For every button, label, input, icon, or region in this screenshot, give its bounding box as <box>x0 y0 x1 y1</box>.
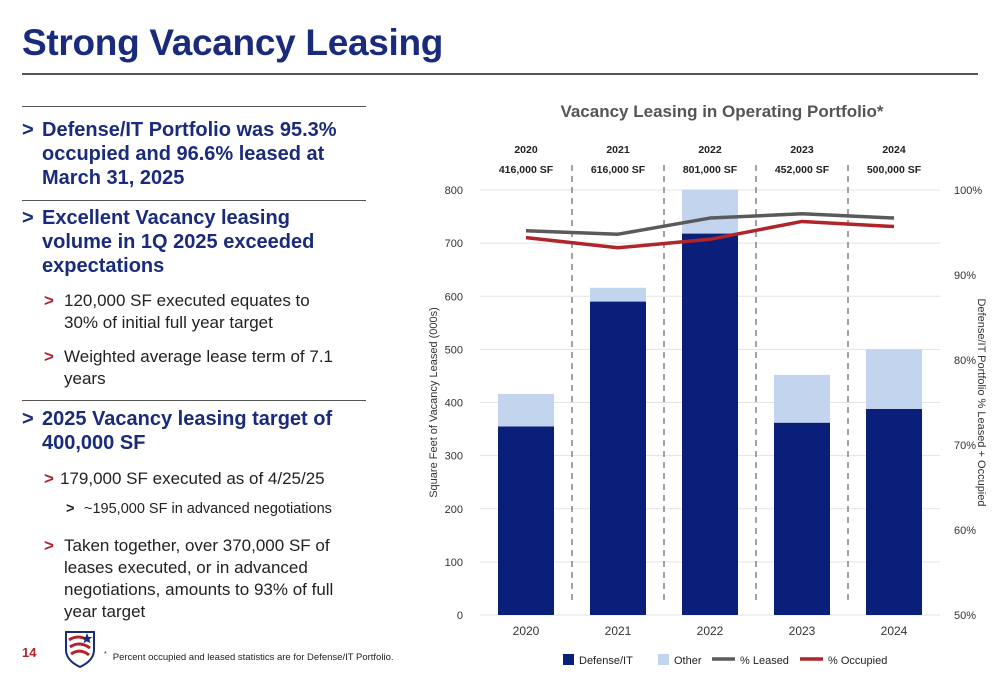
legend-label-defense-it: Defense/IT <box>579 655 633 667</box>
sub-sub-bullet-text: ~195,000 SF in advanced negotiations <box>84 501 332 517</box>
bar-defense-it <box>682 233 738 615</box>
sub-bullet-total: > Taken together, over 370,000 SF of lea… <box>44 535 344 623</box>
sub-bullet-executed-to-date: > 179,000 SF executed as of 4/25/25 <box>44 468 344 490</box>
bar-other <box>774 374 830 423</box>
y2-axis-title: Defense/IT Portfolio % Leased + Occupied <box>975 298 987 506</box>
bullet-arrow-icon: > <box>22 119 34 141</box>
header-year-label: 2022 <box>698 144 722 156</box>
sub-bullet-arrow-icon: > <box>44 291 54 310</box>
bullet-occupancy: > Defense/IT Portfolio was 95.3% occupie… <box>22 118 362 190</box>
y-tick-label: 300 <box>445 451 463 463</box>
sub-bullet-lease-term: > Weighted average lease term of 7.1 yea… <box>44 346 344 390</box>
y2-tick-label: 70% <box>954 440 976 452</box>
header-total-label: 452,000 SF <box>775 164 830 176</box>
y-tick-label: 400 <box>445 398 463 410</box>
sub-bullet-text: 179,000 SF executed as of 4/25/25 <box>60 469 325 488</box>
y-tick-label: 100 <box>445 557 463 569</box>
bullet-text: Excellent Vacancy leasing volume in 1Q 2… <box>42 207 315 277</box>
x-tick-label: 2021 <box>605 624 632 638</box>
bar-other <box>682 189 738 234</box>
vacancy-leasing-chart: Vacancy Leasing in Operating Portfolio* 0… <box>428 102 987 667</box>
header-year-label: 2023 <box>790 144 814 156</box>
x-tick-label: 2023 <box>789 624 816 638</box>
bar-other <box>866 349 922 409</box>
bullet-arrow-icon: > <box>22 207 34 229</box>
bullet-leasing-volume: > Excellent Vacancy leasing volume in 1Q… <box>22 206 362 278</box>
bullet-target: > 2025 Vacancy leasing target of 400,000… <box>22 407 362 455</box>
y-tick-label: 600 <box>445 291 463 303</box>
sub-bullet-executed: > 120,000 SF executed equates to 30% of … <box>44 290 344 334</box>
y2-tick-label: 90% <box>954 270 976 282</box>
bullet-divider <box>22 106 366 107</box>
footnote-marker: * <box>104 651 107 658</box>
chart-title: Vacancy Leasing in Operating Portfolio* <box>560 102 883 121</box>
legend-swatch-other <box>658 654 669 665</box>
legend-swatch-defense-it <box>563 654 574 665</box>
header-year-label: 2020 <box>514 144 538 156</box>
legend-label--leased: % Leased <box>740 655 789 667</box>
header-total-label: 500,000 SF <box>867 164 922 176</box>
bar-other <box>590 287 646 302</box>
title-divider <box>22 73 978 75</box>
sub-bullet-arrow-icon: > <box>44 536 54 555</box>
sub-bullet-text: Weighted average lease term of 7.1 years <box>64 347 334 388</box>
x-tick-label: 2020 <box>513 624 540 638</box>
bar-defense-it <box>866 408 922 615</box>
line--leased <box>525 212 895 236</box>
footnote: * Percent occupied and leased statistics … <box>104 651 394 663</box>
y-tick-label: 200 <box>445 504 463 516</box>
sub-bullet-text: 120,000 SF executed equates to 30% of in… <box>64 291 310 332</box>
sub-bullet-text: Taken together, over 370,000 SF of lease… <box>64 536 334 621</box>
sub-sub-bullet-negotiations: > ~195,000 SF in advanced negotiations <box>66 499 366 519</box>
company-logo-icon <box>65 631 95 668</box>
sub-sub-bullet-arrow-icon: > <box>66 501 75 517</box>
legend-label-other: Other <box>674 655 702 667</box>
sub-bullet-arrow-icon: > <box>44 469 54 488</box>
y2-tick-label: 80% <box>954 355 976 367</box>
y2-tick-label: 100% <box>954 185 982 197</box>
y2-tick-label: 50% <box>954 610 976 622</box>
bullet-text: Defense/IT Portfolio was 95.3% occupied … <box>42 119 337 189</box>
x-tick-label: 2022 <box>697 624 724 638</box>
bullet-text: 2025 Vacancy leasing target of 400,000 S… <box>42 408 333 454</box>
y-tick-label: 500 <box>445 344 463 356</box>
header-total-label: 616,000 SF <box>591 164 646 176</box>
y-axis-title: Square Feet of Vacancy Leased (000s) <box>428 307 440 498</box>
y-tick-label: 800 <box>445 185 463 197</box>
bullet-divider <box>22 200 366 201</box>
x-tick-label: 2024 <box>881 624 908 638</box>
y-tick-label: 700 <box>445 238 463 250</box>
header-total-label: 801,000 SF <box>683 164 738 176</box>
bullet-panel: > Defense/IT Portfolio was 95.3% occupie… <box>0 0 380 685</box>
y-tick-label: 0 <box>457 610 463 622</box>
footnote-text: Percent occupied and leased statistics a… <box>112 652 394 664</box>
bullet-arrow-icon: > <box>22 408 34 430</box>
sub-bullet-arrow-icon: > <box>44 347 54 366</box>
header-year-label: 2021 <box>606 144 630 156</box>
bar-defense-it <box>774 422 830 615</box>
bar-defense-it <box>590 301 646 615</box>
bar-other <box>498 394 554 427</box>
header-year-label: 2024 <box>882 144 906 156</box>
bullet-divider <box>22 400 366 401</box>
bar-defense-it <box>498 426 554 615</box>
page-title: Strong Vacancy Leasing <box>22 22 444 63</box>
page-number: 14 <box>22 645 37 660</box>
y2-tick-label: 60% <box>954 525 976 537</box>
line--occupied <box>525 219 895 250</box>
legend-label--occupied: % Occupied <box>828 655 887 667</box>
header-total-label: 416,000 SF <box>499 164 554 176</box>
